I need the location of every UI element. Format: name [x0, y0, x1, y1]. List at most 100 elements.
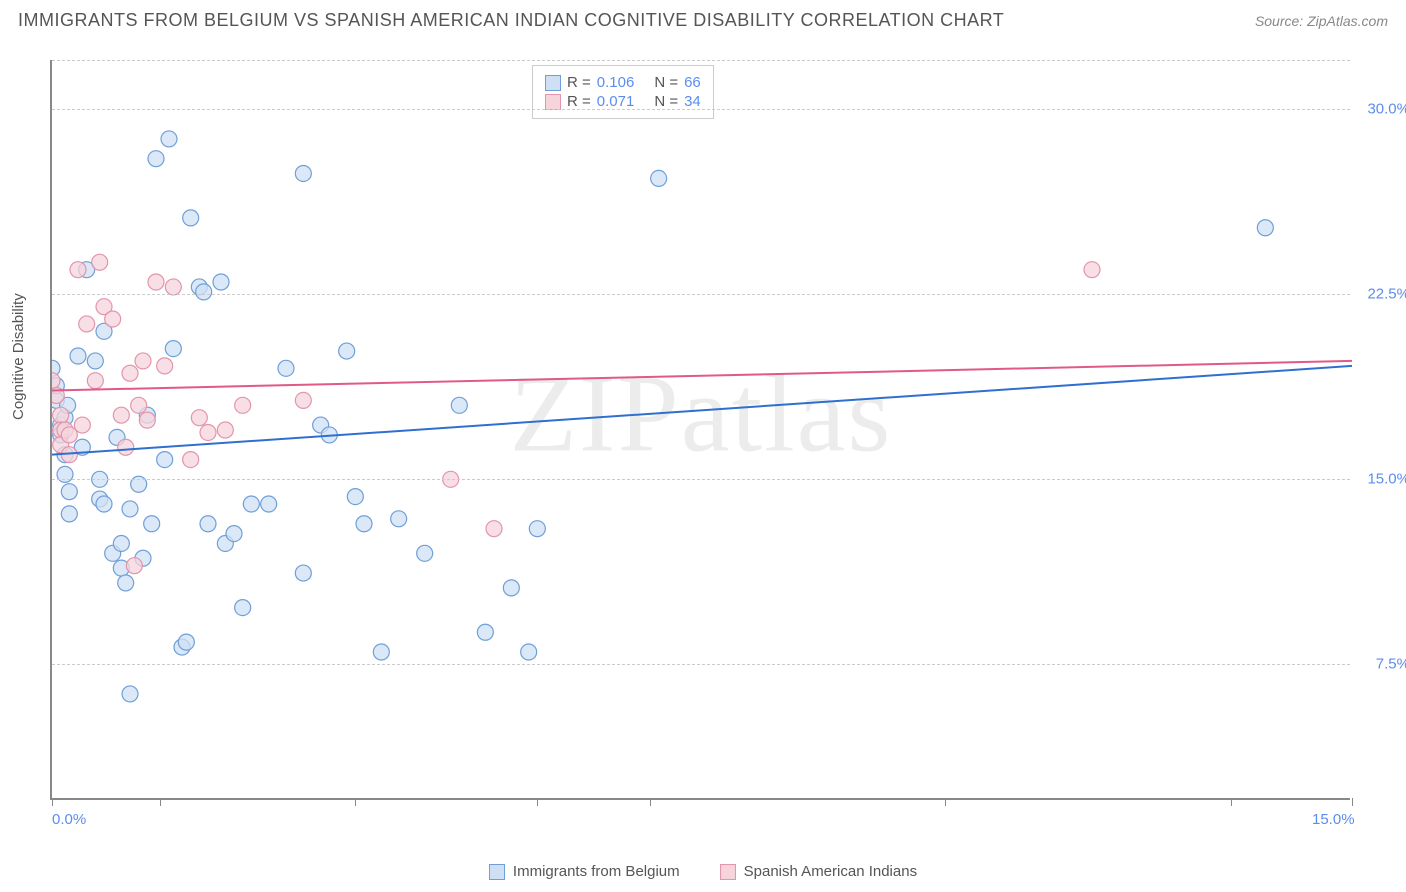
data-point — [521, 644, 537, 660]
data-point — [74, 417, 90, 433]
trend-line — [52, 361, 1352, 391]
legend-n-value: 34 — [684, 93, 701, 110]
legend-row: R = 0.106 N = 66 — [545, 74, 701, 91]
data-point — [278, 360, 294, 376]
data-point — [651, 170, 667, 186]
data-point — [113, 407, 129, 423]
data-point — [126, 558, 142, 574]
data-point — [161, 131, 177, 147]
legend-n-value: 66 — [684, 74, 701, 91]
gridline — [52, 664, 1350, 665]
data-point — [144, 516, 160, 532]
data-point — [1257, 220, 1273, 236]
data-point — [200, 424, 216, 440]
data-point — [183, 210, 199, 226]
data-point — [295, 565, 311, 581]
data-point — [165, 279, 181, 295]
data-point — [243, 496, 259, 512]
legend-swatch — [489, 864, 505, 880]
data-point — [118, 439, 134, 455]
chart-title: IMMIGRANTS FROM BELGIUM VS SPANISH AMERI… — [18, 10, 1004, 31]
legend-r-value: 0.106 — [597, 74, 635, 91]
data-point — [261, 496, 277, 512]
x-tick — [537, 798, 538, 806]
legend-r-label: R = — [567, 74, 591, 91]
data-point — [226, 526, 242, 542]
data-point — [122, 501, 138, 517]
legend-label: Immigrants from Belgium — [513, 863, 680, 880]
x-tick — [52, 798, 53, 806]
bottom-legend-item: Spanish American Indians — [720, 863, 917, 880]
legend-swatch — [545, 94, 561, 110]
data-point — [113, 535, 129, 551]
data-point — [295, 392, 311, 408]
data-point — [148, 151, 164, 167]
data-point — [503, 580, 519, 596]
plot-area: ZIPatlas R =0.106N =66R =0.071N =34 7.5%… — [50, 60, 1350, 800]
x-tick — [1352, 798, 1353, 806]
source-label: Source: ZipAtlas.com — [1255, 13, 1388, 29]
gridline — [52, 479, 1350, 480]
data-point — [165, 341, 181, 357]
legend-r-value: 0.071 — [597, 93, 635, 110]
data-point — [200, 516, 216, 532]
scatter-svg — [52, 60, 1352, 800]
legend-label: Spanish American Indians — [744, 863, 917, 880]
data-point — [122, 365, 138, 381]
data-point — [339, 343, 355, 359]
data-point — [61, 484, 77, 500]
data-point — [451, 397, 467, 413]
data-point — [131, 397, 147, 413]
data-point — [53, 407, 69, 423]
data-point — [213, 274, 229, 290]
legend-box: R = 0.106 N = 66 R = 0.071 N = 34 — [532, 65, 714, 119]
data-point — [139, 412, 155, 428]
x-tick — [945, 798, 946, 806]
data-point — [183, 452, 199, 468]
data-point — [217, 422, 233, 438]
x-tick — [355, 798, 356, 806]
gridline — [52, 109, 1350, 110]
legend-n-label: N = — [654, 74, 678, 91]
data-point — [87, 373, 103, 389]
data-point — [196, 284, 212, 300]
data-point — [96, 496, 112, 512]
legend-n-label: N = — [654, 93, 678, 110]
bottom-legend: Immigrants from Belgium Spanish American … — [0, 863, 1406, 880]
data-point — [178, 634, 194, 650]
data-point — [105, 311, 121, 327]
data-point — [235, 600, 251, 616]
data-point — [122, 686, 138, 702]
gridline — [52, 60, 1350, 61]
y-tick-label: 7.5% — [1376, 656, 1406, 673]
data-point — [417, 545, 433, 561]
legend-row: R = 0.071 N = 34 — [545, 93, 701, 110]
data-point — [529, 521, 545, 537]
data-point — [191, 410, 207, 426]
data-point — [391, 511, 407, 527]
legend-r-label: R = — [567, 93, 591, 110]
x-tick-label: 15.0% — [1312, 811, 1355, 828]
data-point — [157, 452, 173, 468]
y-axis-label: Cognitive Disability — [10, 293, 27, 420]
y-tick-label: 30.0% — [1367, 101, 1406, 118]
data-point — [70, 262, 86, 278]
data-point — [157, 358, 173, 374]
x-tick-label: 0.0% — [52, 811, 86, 828]
data-point — [477, 624, 493, 640]
data-point — [295, 165, 311, 181]
x-tick — [650, 798, 651, 806]
x-tick — [160, 798, 161, 806]
data-point — [356, 516, 372, 532]
legend-swatch — [720, 864, 736, 880]
data-point — [347, 489, 363, 505]
data-point — [92, 254, 108, 270]
data-point — [61, 506, 77, 522]
data-point — [486, 521, 502, 537]
data-point — [87, 353, 103, 369]
legend-swatch — [545, 75, 561, 91]
data-point — [235, 397, 251, 413]
y-tick-label: 15.0% — [1367, 471, 1406, 488]
x-tick — [1231, 798, 1232, 806]
data-point — [135, 353, 151, 369]
